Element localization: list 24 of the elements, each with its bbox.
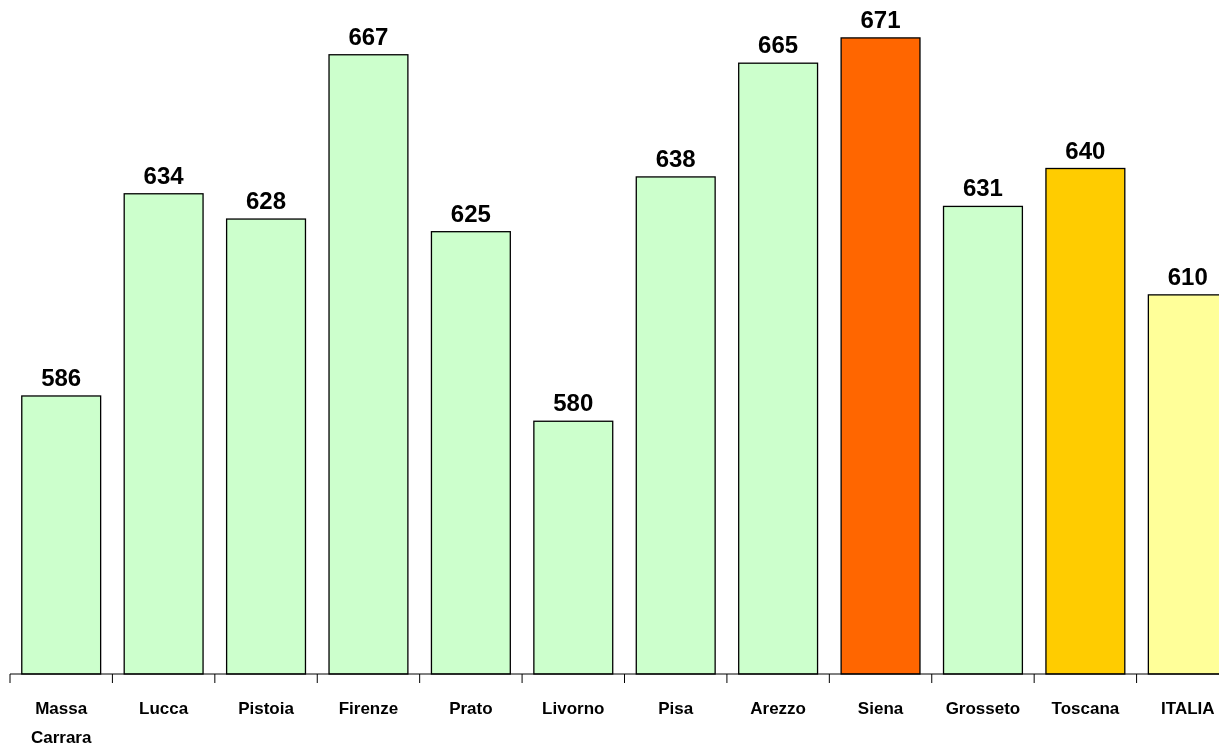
data-label: 638 <box>655 144 696 172</box>
data-label: 634 <box>143 161 185 189</box>
data-label: 640 <box>1065 136 1106 164</box>
x-tick-label: Grosseto <box>945 699 1021 718</box>
x-tick-label: Pisa <box>658 699 694 718</box>
x-tick-label: ITALIA <box>1161 699 1215 718</box>
x-tick-label: Livorno <box>542 699 605 718</box>
data-label: 625 <box>450 199 491 227</box>
data-label: 671 <box>860 5 901 33</box>
x-tick-label: Massa Carrara <box>30 699 92 747</box>
x-tick-label: Pistoia <box>238 699 295 718</box>
x-tick-label: Toscana <box>1051 699 1120 718</box>
x-tick-label: Arezzo <box>750 699 806 718</box>
data-label: 610 <box>1167 262 1208 290</box>
x-tick-label: Prato <box>449 699 493 718</box>
x-tick-label: Siena <box>857 699 904 718</box>
data-label: 628 <box>246 187 287 215</box>
data-label: 665 <box>758 31 799 59</box>
data-label: 667 <box>348 22 389 50</box>
data-label: 631 <box>962 174 1003 202</box>
x-tick-label: Firenze <box>338 699 399 718</box>
x-tick-label: Lucca <box>139 699 189 718</box>
data-label: 580 <box>553 389 594 417</box>
data-label: 586 <box>41 363 82 391</box>
